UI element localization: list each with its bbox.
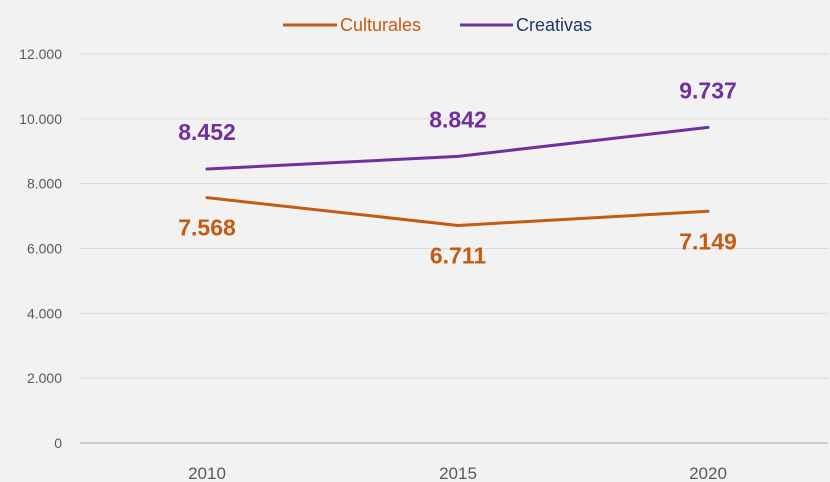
data-label: 7.149: [679, 228, 737, 254]
x-tick-label: 2010: [188, 464, 226, 482]
y-tick-label: 12.000: [19, 46, 62, 62]
series-line-culturales: [205, 196, 710, 227]
data-label: 8.452: [178, 119, 236, 145]
y-tick-label: 10.000: [19, 111, 62, 127]
legend-label-culturales: Culturales: [340, 15, 421, 35]
y-tick-label: 2.000: [27, 370, 62, 386]
data-label: 9.737: [679, 77, 737, 103]
series-line-creativas: [205, 125, 710, 171]
x-tick-label: 2020: [689, 464, 727, 482]
y-tick-label: 0: [54, 435, 62, 451]
y-tick-label: 8.000: [27, 176, 62, 192]
data-labels: 7.568 6.711 7.149 8.452 8.842 9.737: [178, 77, 737, 268]
y-tick-label: 4.000: [27, 305, 62, 321]
axes: 0 2.000 4.000 6.000 8.000 10.000 12.000 2010 201…: [19, 46, 828, 482]
grid-lines: [80, 53, 828, 379]
y-tick-label: 6.000: [27, 241, 62, 257]
legend: Culturales Creativas: [283, 15, 592, 35]
x-tick-label: 2015: [439, 464, 477, 482]
data-label: 6.711: [430, 242, 486, 268]
legend-label-creativas: Creativas: [516, 15, 592, 35]
series: [205, 125, 710, 227]
data-label: 7.568: [178, 215, 236, 241]
data-label: 8.842: [429, 106, 487, 132]
